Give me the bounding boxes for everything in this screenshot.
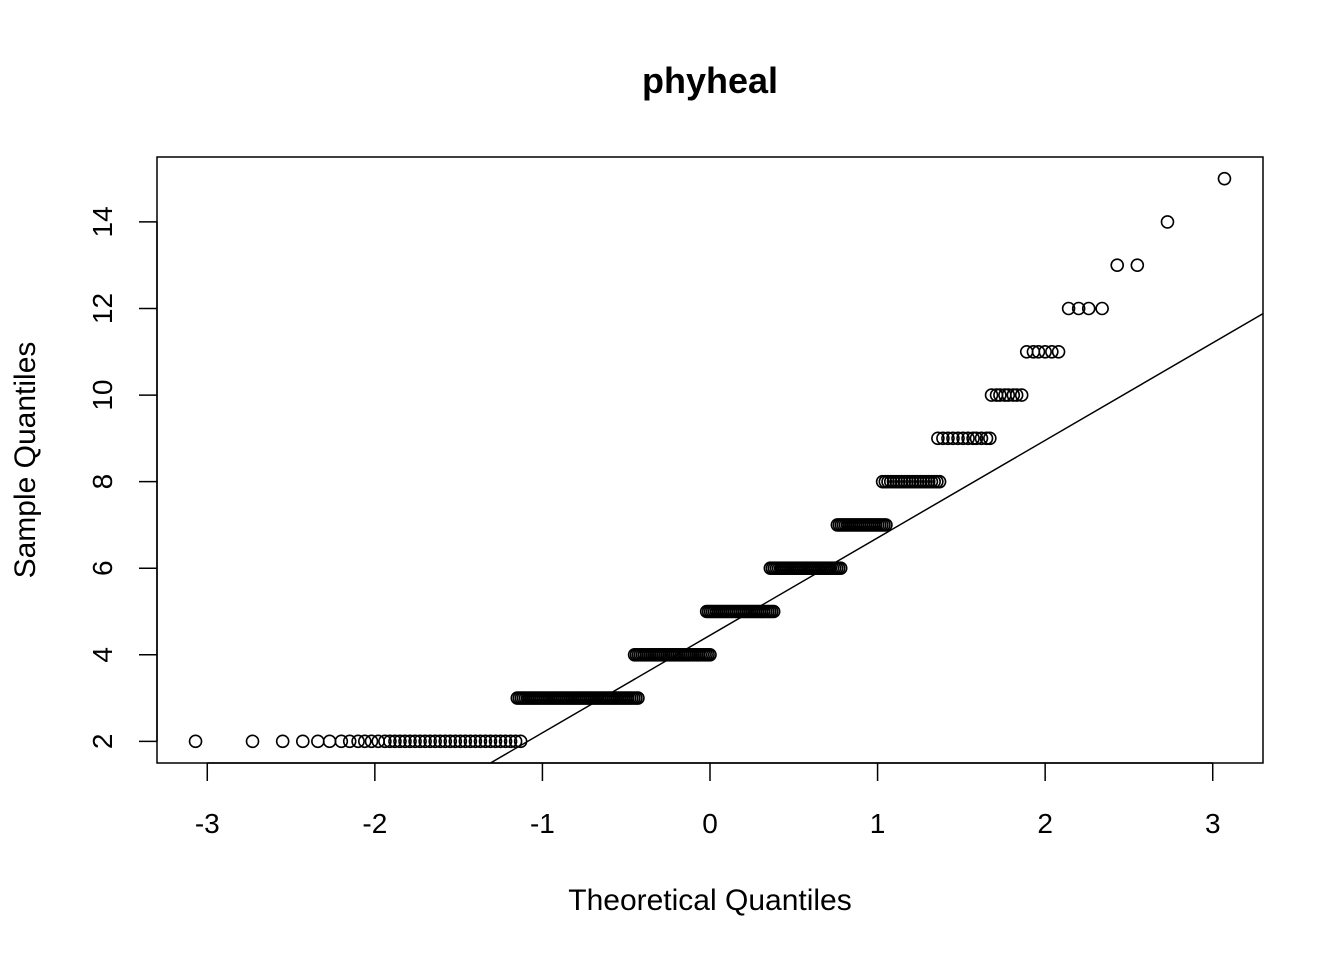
data-point xyxy=(1009,388,1024,402)
data-point xyxy=(275,734,290,749)
data-point xyxy=(951,431,965,446)
data-point xyxy=(974,431,989,446)
data-point xyxy=(443,734,458,749)
data-point xyxy=(1001,388,1016,402)
data-point xyxy=(936,431,950,446)
data-point xyxy=(351,734,365,749)
data-point xyxy=(428,734,442,749)
plot-area xyxy=(156,156,1264,764)
data-point xyxy=(1014,388,1029,402)
data-point xyxy=(433,734,448,749)
data-point xyxy=(631,691,645,705)
data-point xyxy=(766,604,781,619)
x-axis: -3 -2 -1 0 1 2 3 xyxy=(195,762,1221,839)
data-point xyxy=(413,734,427,749)
data-point xyxy=(1031,344,1046,359)
data-point xyxy=(364,734,379,749)
data-point xyxy=(463,734,478,749)
data-point xyxy=(334,734,349,749)
y-tick-label: 2 xyxy=(87,734,118,750)
data-point xyxy=(1110,258,1125,273)
y-tick-label: 10 xyxy=(87,379,118,410)
data-point xyxy=(966,431,980,446)
data-point xyxy=(418,734,432,749)
x-tick-label: -1 xyxy=(530,808,555,839)
data-point xyxy=(357,734,372,749)
data-point xyxy=(493,734,508,749)
data-point xyxy=(1038,344,1052,359)
data-point xyxy=(1130,258,1145,273)
data-point xyxy=(1095,301,1109,316)
x-axis-label: Theoretical Quantiles xyxy=(568,884,851,917)
data-point xyxy=(1071,301,1086,316)
data-point xyxy=(879,518,893,532)
data-point xyxy=(932,474,947,489)
data-point xyxy=(503,734,518,749)
data-point xyxy=(1217,171,1232,186)
data-point xyxy=(423,734,437,749)
data-point xyxy=(979,431,994,446)
data-point xyxy=(398,734,412,749)
data-point xyxy=(388,734,402,749)
y-tick-label: 12 xyxy=(87,293,118,324)
data-point xyxy=(448,734,463,749)
data-point xyxy=(1081,301,1096,316)
data-point xyxy=(393,734,407,749)
data-point xyxy=(468,734,483,749)
data-point xyxy=(403,734,417,749)
data-point xyxy=(295,734,310,749)
data-point xyxy=(508,734,523,749)
data-point xyxy=(245,734,260,749)
data-point xyxy=(311,734,325,749)
data-point xyxy=(1006,388,1021,402)
data-point xyxy=(993,388,1007,402)
data-point xyxy=(1051,344,1066,359)
plot-border xyxy=(156,156,1264,764)
data-point xyxy=(969,431,984,446)
data-point xyxy=(483,734,498,749)
y-axis-label: Sample Quantiles xyxy=(9,342,42,579)
x-tick-label: 0 xyxy=(702,808,718,839)
data-point xyxy=(488,734,503,749)
data-point xyxy=(833,561,848,576)
data-point xyxy=(984,388,999,402)
data-point xyxy=(946,431,960,446)
data-point xyxy=(473,734,488,749)
y-tick-label: 6 xyxy=(87,560,118,576)
y-axis: 2 4 6 8 10 12 14 xyxy=(87,206,158,750)
data-point xyxy=(1160,215,1175,229)
y-tick-label: 4 xyxy=(87,647,118,663)
x-tick-label: -3 xyxy=(195,808,220,839)
x-tick-label: 3 xyxy=(1205,808,1221,839)
data-point xyxy=(458,734,473,749)
data-point xyxy=(931,431,945,446)
data-point xyxy=(383,734,397,749)
reference-line xyxy=(488,312,1263,763)
data-point xyxy=(322,734,337,749)
data-point xyxy=(342,734,357,749)
y-tick-label: 8 xyxy=(87,474,118,490)
points-layer xyxy=(188,171,1232,749)
x-tick-label: -2 xyxy=(362,808,387,839)
x-tick-label: 1 xyxy=(870,808,886,839)
data-point xyxy=(478,734,493,749)
reference-line-layer xyxy=(488,312,1263,763)
data-point xyxy=(188,734,203,749)
y-tick-label: 14 xyxy=(87,206,118,237)
data-point xyxy=(1045,344,1059,359)
data-point xyxy=(961,431,975,446)
data-point xyxy=(956,431,970,446)
data-point xyxy=(453,734,468,749)
data-point xyxy=(983,431,997,446)
chart-title: phyheal xyxy=(642,60,778,101)
data-point xyxy=(1061,301,1076,316)
data-point xyxy=(408,734,422,749)
data-point xyxy=(438,734,453,749)
data-point xyxy=(378,734,392,749)
data-point xyxy=(498,734,513,749)
data-point xyxy=(941,431,955,446)
data-point xyxy=(703,647,717,662)
x-tick-label: 2 xyxy=(1037,808,1053,839)
